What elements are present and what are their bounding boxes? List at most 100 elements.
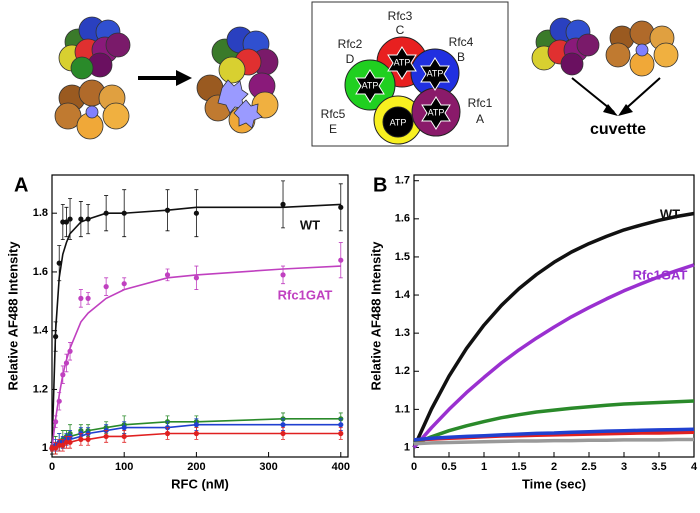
data-point bbox=[67, 216, 73, 222]
data-point bbox=[121, 281, 127, 287]
data-point bbox=[193, 430, 199, 437]
data-point bbox=[280, 201, 286, 207]
data-point bbox=[103, 210, 109, 216]
data-point bbox=[164, 430, 171, 437]
x-tick-label: 0 bbox=[49, 461, 55, 473]
x-tick-label: 400 bbox=[332, 461, 350, 473]
subunit-name: Rfc3 bbox=[388, 9, 413, 23]
arrow-heads bbox=[603, 104, 633, 116]
subunit-letter: D bbox=[346, 52, 355, 66]
data-point bbox=[193, 422, 199, 428]
data-point bbox=[63, 219, 70, 225]
data-point bbox=[164, 207, 171, 213]
fit-curve bbox=[51, 203, 341, 449]
x-tick-label: 3.5 bbox=[651, 461, 666, 473]
y-tick-label: 1.5 bbox=[395, 251, 410, 263]
y-tick-label: 1.6 bbox=[33, 266, 48, 278]
y-tick-label: 1.1 bbox=[395, 403, 410, 415]
subunit-name: Rfc5 bbox=[321, 107, 346, 121]
y-tick-label: 1.6 bbox=[395, 213, 410, 225]
x-tick-label: 2.5 bbox=[581, 461, 596, 473]
data-point bbox=[60, 219, 66, 225]
series-label: WT bbox=[300, 217, 320, 232]
trace bbox=[412, 263, 695, 449]
data-point bbox=[63, 360, 70, 366]
subunit-name: Rfc1 bbox=[468, 96, 493, 110]
data-point bbox=[121, 425, 127, 431]
rfc-clamp-complex bbox=[196, 26, 279, 134]
clamp-left bbox=[54, 79, 130, 140]
data-point bbox=[63, 439, 70, 445]
y-tick-label: 1 bbox=[404, 441, 410, 453]
x-tick-label: 4 bbox=[691, 461, 698, 473]
y-axis-title: Relative AF488 Intensity bbox=[5, 241, 20, 391]
series-label: Rfc1GAT bbox=[633, 267, 688, 282]
x-tick-label: 100 bbox=[115, 461, 133, 473]
data-point bbox=[338, 422, 344, 428]
x-tick-label: 1 bbox=[481, 461, 487, 473]
data-point bbox=[280, 272, 286, 278]
data-point bbox=[103, 284, 109, 290]
data-point bbox=[85, 216, 91, 222]
data-point bbox=[56, 442, 62, 448]
data-point bbox=[60, 442, 66, 448]
panel-label: B bbox=[373, 174, 387, 196]
x-tick-label: 1.5 bbox=[511, 461, 526, 473]
rfc-complex-right bbox=[531, 17, 600, 76]
data-point bbox=[67, 348, 73, 354]
y-tick-label: 1.4 bbox=[395, 289, 411, 301]
cuvette-label: cuvette bbox=[590, 121, 646, 138]
y-tick-label: 1.7 bbox=[395, 175, 410, 187]
subunit-letter: E bbox=[329, 122, 337, 136]
data-point bbox=[56, 260, 62, 266]
data-point bbox=[53, 419, 59, 425]
fit-curve bbox=[51, 265, 341, 449]
data-point bbox=[193, 210, 199, 216]
nucleotide-label: ATP bbox=[394, 57, 411, 67]
data-point bbox=[338, 257, 344, 263]
data-point bbox=[53, 445, 59, 451]
nucleotide-label: ATP bbox=[428, 107, 445, 117]
data-point bbox=[78, 436, 84, 442]
y-tick-label: 1.3 bbox=[395, 327, 410, 339]
data-point bbox=[60, 372, 66, 378]
y-tick-label: 1.4 bbox=[33, 325, 49, 337]
nucleotide-label: ATP bbox=[427, 68, 444, 78]
arrow-head bbox=[176, 70, 192, 86]
nucleotide-label: ATP bbox=[390, 117, 407, 127]
data-point bbox=[121, 433, 127, 440]
x-tick-label: 2 bbox=[551, 461, 557, 473]
data-point bbox=[103, 433, 109, 440]
data-point bbox=[193, 275, 199, 281]
data-point bbox=[338, 430, 344, 437]
plot-frame bbox=[51, 174, 349, 458]
data-point bbox=[85, 436, 91, 442]
arrows bbox=[571, 77, 661, 113]
data-point bbox=[280, 430, 286, 437]
y-tick-label: 1.2 bbox=[395, 365, 410, 377]
series-label: Rfc1GAT bbox=[278, 287, 333, 302]
trace bbox=[413, 427, 695, 442]
y-tick-label: 1 bbox=[42, 442, 48, 454]
data-point bbox=[67, 439, 73, 445]
x-tick-label: 0 bbox=[411, 461, 417, 473]
data-point bbox=[164, 272, 171, 278]
data-point bbox=[121, 210, 127, 216]
trace bbox=[412, 211, 695, 449]
clamp-right bbox=[605, 20, 679, 77]
y-axis-title: Relative AF488 Intensity bbox=[368, 241, 383, 391]
data-point bbox=[53, 333, 59, 340]
atp-stars bbox=[355, 46, 451, 130]
data-point bbox=[338, 204, 344, 210]
x-tick-label: 200 bbox=[187, 461, 205, 473]
plot-frame bbox=[413, 174, 695, 458]
subunit-name: Rfc4 bbox=[449, 35, 474, 49]
x-tick-label: 300 bbox=[259, 461, 277, 473]
y-tick-label: 1.8 bbox=[33, 207, 48, 219]
data-point bbox=[280, 422, 286, 428]
x-axis-title: Time (sec) bbox=[522, 476, 586, 491]
subunit-letter: B bbox=[457, 50, 465, 64]
data-point bbox=[56, 398, 62, 404]
trace bbox=[413, 437, 694, 446]
